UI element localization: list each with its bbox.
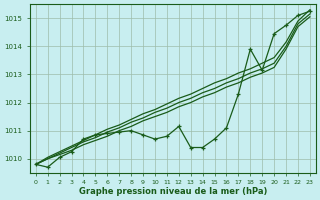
X-axis label: Graphe pression niveau de la mer (hPa): Graphe pression niveau de la mer (hPa) [79, 187, 267, 196]
